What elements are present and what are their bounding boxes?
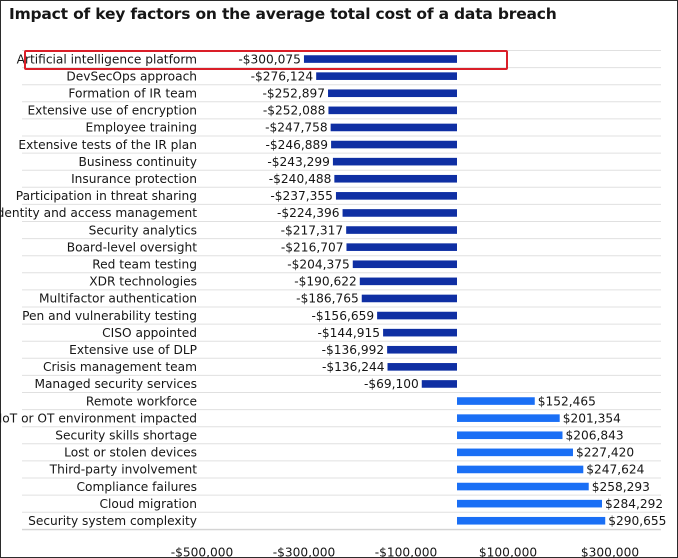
bar bbox=[346, 226, 457, 234]
bar bbox=[457, 499, 602, 508]
category-label: Security skills shortage bbox=[55, 428, 197, 442]
chart-title: Impact of key factors on the average tot… bbox=[9, 5, 557, 23]
bar bbox=[332, 157, 457, 166]
category-label: Security analytics bbox=[89, 223, 197, 237]
bar bbox=[457, 465, 584, 474]
data-label: $290,655 bbox=[608, 514, 666, 528]
category-label: IoT or OT environment impacted bbox=[0, 411, 197, 425]
bar bbox=[387, 345, 457, 354]
category-label: Crisis management team bbox=[43, 360, 197, 374]
category-label: Red team testing bbox=[92, 257, 197, 271]
data-label: -$240,488 bbox=[269, 172, 332, 186]
data-label: $227,420 bbox=[576, 446, 634, 460]
bar bbox=[303, 55, 457, 63]
bar bbox=[377, 311, 457, 320]
bar bbox=[457, 431, 563, 440]
data-label: $152,465 bbox=[538, 394, 596, 408]
data-label: -$144,915 bbox=[318, 326, 381, 340]
data-label: -$224,396 bbox=[277, 206, 340, 220]
category-label: Pen and vulnerability testing bbox=[22, 309, 197, 323]
category-label: Employee training bbox=[86, 121, 197, 135]
bar bbox=[334, 174, 457, 183]
category-label: Business continuity bbox=[79, 155, 198, 169]
data-label: -$136,992 bbox=[322, 343, 385, 357]
data-label: -$252,088 bbox=[263, 104, 326, 118]
x-tick-label: $100,000 bbox=[479, 545, 537, 558]
category-label: Board-level oversight bbox=[67, 240, 197, 254]
x-tick-label: -$500,000 bbox=[171, 545, 234, 558]
x-tick-label: -$300,000 bbox=[273, 545, 336, 558]
data-label: -$136,244 bbox=[322, 360, 385, 374]
bar bbox=[328, 106, 457, 115]
bar bbox=[330, 123, 457, 132]
category-label: Lost or stolen devices bbox=[64, 446, 197, 460]
data-label: $206,843 bbox=[565, 428, 623, 442]
data-label: $247,624 bbox=[586, 463, 644, 477]
data-label: -$156,659 bbox=[312, 309, 375, 323]
data-label: -$69,100 bbox=[364, 377, 419, 391]
category-label: Participation in threat sharing bbox=[16, 189, 197, 203]
bar bbox=[457, 448, 573, 457]
category-label: Extensive use of encryption bbox=[27, 104, 197, 118]
data-label: -$190,622 bbox=[294, 275, 357, 289]
data-label: $201,354 bbox=[563, 411, 621, 425]
bar bbox=[352, 260, 457, 269]
category-label: Cloud migration bbox=[99, 497, 197, 511]
category-label: Extensive use of DLP bbox=[69, 343, 197, 357]
category-label: Artificial intelligence platform bbox=[17, 52, 197, 66]
category-label: Managed security services bbox=[34, 377, 197, 391]
category-label: Multifactor authentication bbox=[39, 292, 197, 306]
data-label: -$186,765 bbox=[296, 292, 359, 306]
data-label: -$252,897 bbox=[262, 86, 325, 100]
category-label: Third-party involvement bbox=[49, 463, 198, 477]
bar bbox=[342, 209, 457, 217]
category-label: Extensive tests of the IR plan bbox=[18, 138, 197, 152]
bar bbox=[457, 414, 560, 422]
bar bbox=[328, 89, 457, 98]
data-label: $284,292 bbox=[605, 497, 663, 511]
bar bbox=[457, 482, 589, 491]
x-tick-label: $300,000 bbox=[581, 545, 639, 558]
bar bbox=[361, 294, 457, 303]
data-label: $258,293 bbox=[592, 480, 650, 494]
data-label: -$246,889 bbox=[266, 138, 329, 152]
category-label: XDR technologies bbox=[89, 275, 197, 289]
category-label: Insurance protection bbox=[71, 172, 197, 186]
highlight-box bbox=[24, 49, 508, 70]
x-tick-label: -$100,000 bbox=[375, 545, 438, 558]
category-label: Identity and access management bbox=[0, 206, 197, 220]
category-label: Compliance failures bbox=[77, 480, 197, 494]
bar bbox=[457, 516, 606, 525]
data-label: -$237,355 bbox=[270, 189, 333, 203]
category-label: Remote workforce bbox=[86, 394, 197, 408]
data-label: -$204,375 bbox=[287, 257, 350, 271]
bar bbox=[457, 397, 535, 405]
category-label: Formation of IR team bbox=[68, 86, 197, 100]
data-label: -$276,124 bbox=[251, 69, 314, 83]
category-label: Security system complexity bbox=[28, 514, 197, 528]
bar bbox=[383, 328, 457, 337]
data-label: -$216,707 bbox=[281, 240, 344, 254]
bar bbox=[346, 243, 457, 251]
category-label: DevSecOps approach bbox=[66, 69, 197, 83]
bar bbox=[316, 72, 457, 80]
bar bbox=[421, 380, 457, 388]
data-label: -$247,758 bbox=[265, 121, 328, 135]
data-label: -$217,317 bbox=[281, 223, 344, 237]
data-label: -$243,299 bbox=[267, 155, 330, 169]
bar bbox=[387, 363, 457, 371]
bar bbox=[331, 140, 457, 149]
bar bbox=[359, 277, 457, 286]
bar bbox=[335, 192, 457, 200]
category-label: CISO appointed bbox=[102, 326, 197, 340]
data-label: -$300,075 bbox=[238, 52, 301, 66]
